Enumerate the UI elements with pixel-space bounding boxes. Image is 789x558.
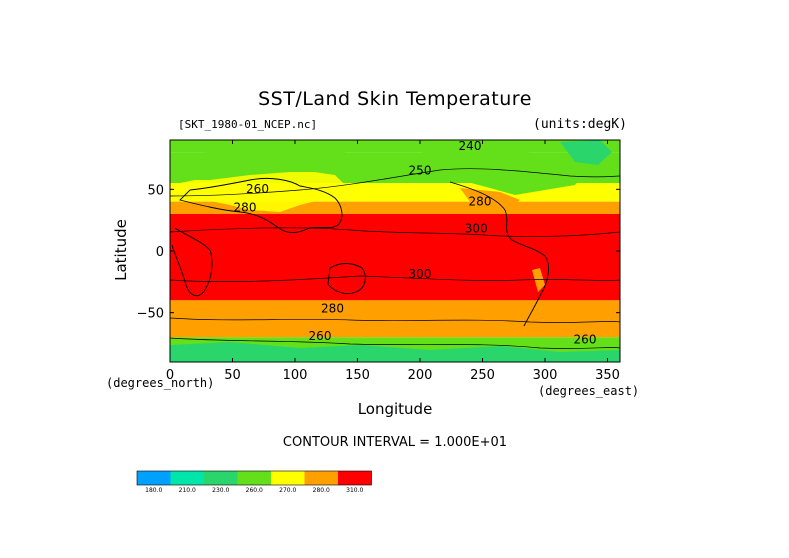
colorbar-swatch-1: [170, 471, 204, 485]
x-tick-label-6: 300: [533, 368, 558, 383]
y-tick-label-1: 0: [156, 245, 164, 260]
land-north-america: [420, 146, 590, 195]
colorbar: 180.0 210.0 230.0 260.0 270.0 280.0 310.0: [136, 470, 372, 494]
colorbar-swatch-6: [338, 471, 372, 485]
land-regions: [170, 140, 620, 362]
contour-labels: 240 250 260 280 280 300 300 280 260 260: [234, 139, 597, 347]
x-axis-unit: (degrees_north): [106, 376, 215, 390]
band-4: [170, 214, 620, 301]
contour-north: [169, 168, 621, 197]
coast-eurasia: [179, 177, 343, 234]
contour-label-5: 300: [465, 222, 488, 236]
land-north-america-south: [460, 188, 520, 212]
contour-label-8: 260: [309, 329, 332, 343]
colorbar-label-1: 210.0: [179, 487, 196, 494]
colorbar-frame: [136, 470, 372, 486]
x-tick-label-5: 250: [470, 368, 495, 383]
land-antarctica: [170, 342, 620, 362]
colorbar-swatch-4: [271, 471, 305, 485]
contour-260: [169, 337, 621, 349]
y-axis-unit: (degrees_east): [538, 384, 640, 398]
contour-280: [169, 317, 621, 323]
land-eurasia: [175, 170, 345, 212]
contour-label-3: 280: [234, 201, 257, 215]
chart-title: SST/Land Skin Temperature: [258, 88, 532, 110]
contour-label-7: 280: [321, 302, 344, 316]
contour-label-1: 250: [409, 164, 432, 178]
colorbar-label-2: 230.0: [212, 487, 229, 494]
contour-300-south: [169, 275, 621, 283]
x-tick-label-4: 200: [408, 368, 433, 383]
contour-label-9: 260: [574, 333, 597, 347]
x-tick-label-7: 350: [595, 368, 620, 383]
x-tick-label-0: 0: [166, 368, 174, 383]
land-siberia: [175, 148, 350, 180]
x-axis-label: Longitude: [357, 400, 433, 418]
colorbar-label-5: 280.0: [313, 487, 330, 494]
y-tick-label-2: −50: [137, 307, 164, 322]
x-tick-label-3: 150: [345, 368, 370, 383]
dataset-name: [SKT_1980-01_NCEP.nc]: [178, 118, 318, 131]
band-5: [170, 300, 620, 338]
coastlines: [169, 168, 621, 349]
coast-australia: [327, 263, 366, 295]
y-tick-label-0: 50: [147, 183, 164, 198]
contour-label-2: 260: [246, 182, 269, 196]
x-tick-label-1: 50: [224, 368, 241, 383]
colorbar-label-0: 180.0: [145, 487, 162, 494]
colorbar-label-3: 260.0: [246, 487, 263, 494]
colorbar-swatch-5: [304, 471, 338, 485]
colorbar-swatch-3: [237, 471, 271, 485]
colorbar-label-6: 310.0: [346, 487, 363, 494]
colorbar-label-4: 270.0: [279, 487, 296, 494]
contour-interval: CONTOUR INTERVAL = 1.000E+01: [282, 435, 508, 450]
coast-americas: [449, 181, 550, 327]
land-greenland: [560, 140, 612, 165]
contour-300: [169, 227, 621, 237]
colorbar-swatch-0: [137, 471, 171, 485]
contour-label-6: 300: [409, 267, 432, 281]
land-south-america-andes: [532, 268, 545, 292]
colorbar-swatch-2: [204, 471, 238, 485]
units-label: (units:degK): [533, 117, 627, 132]
contour-label-0: 240: [459, 139, 482, 153]
axis-ticks: 0 50 100 150 200 250 300 350 50 0 −50: [137, 140, 620, 383]
coast-africa: [171, 227, 213, 297]
contour-label-4: 280: [469, 194, 492, 208]
x-tick-label-2: 100: [283, 368, 308, 383]
